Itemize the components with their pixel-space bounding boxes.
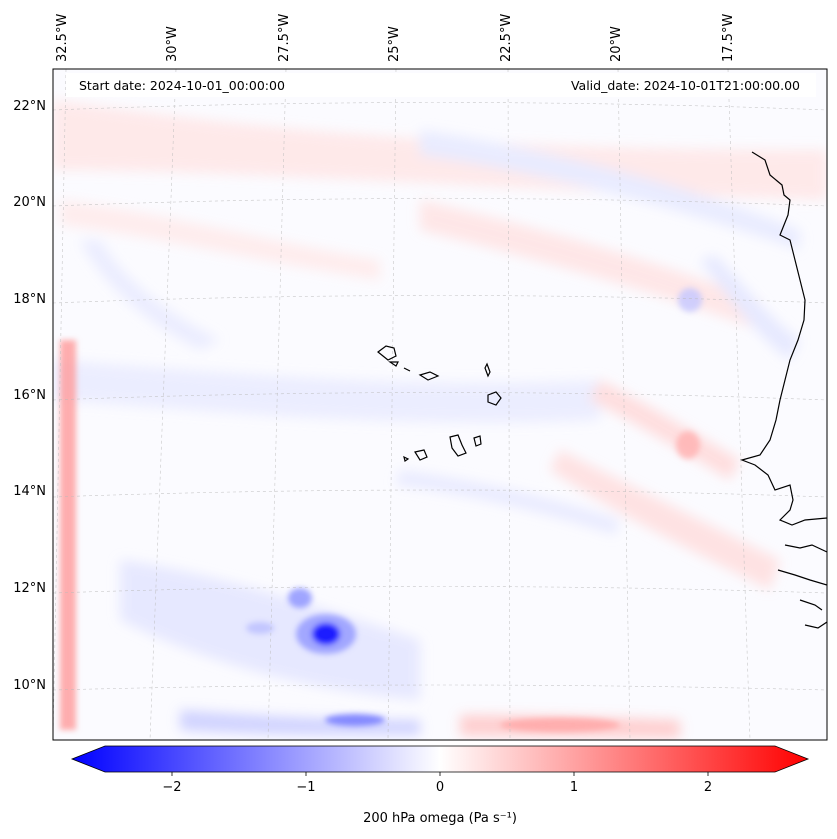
- latitude-labels: 10°N 12°N 14°N 16°N 18°N 20°N 22°N: [13, 99, 46, 693]
- header-box: [66, 73, 816, 97]
- lon-tick-label: 20°W: [609, 26, 624, 62]
- lon-tick-label: 30°W: [165, 26, 180, 62]
- colorbar-tick-label: 0: [436, 780, 444, 795]
- lat-tick-label: 22°N: [13, 99, 46, 114]
- island-santo-antao: [377, 345, 397, 361]
- valid-date-label: Valid_date: 2024-10-01T21:00:00.00: [571, 78, 800, 93]
- coastline: [377, 151, 827, 629]
- lat-tick-label: 12°N: [13, 581, 46, 596]
- lon-tick-label: 22.5°W: [499, 14, 514, 62]
- lat-tick-label: 20°N: [13, 195, 46, 210]
- longitude-labels: 32.5°W 30°W 27.5°W 25°W 22.5°W 20°W 17.5…: [55, 14, 736, 62]
- lat-tick-label: 10°N: [13, 678, 46, 693]
- lat-tick-label: 16°N: [13, 388, 46, 403]
- lat-tick-label: 14°N: [13, 484, 46, 499]
- colorbar-tick-label: −1: [296, 780, 315, 795]
- gridlines: [53, 69, 827, 740]
- colorbar-bar: [70, 745, 810, 773]
- colorbar: −2 −1 0 1 2 200 hPa omega (Pa s⁻¹): [70, 745, 810, 826]
- colorbar-tick-label: 1: [570, 780, 578, 795]
- lon-tick-label: 25°W: [387, 26, 402, 62]
- colorbar-tick-label: 2: [704, 780, 712, 795]
- map-frame: [52, 68, 828, 741]
- colorbar-tick-label: −2: [162, 780, 181, 795]
- lon-tick-label: 17.5°W: [721, 14, 736, 62]
- lon-tick-label: 27.5°W: [277, 14, 292, 62]
- omega-field: [53, 69, 827, 740]
- colorbar-label: 200 hPa omega (Pa s⁻¹): [363, 811, 517, 826]
- lat-tick-label: 18°N: [13, 292, 46, 307]
- start-date-label: Start date: 2024-10-01_00:00:00: [79, 78, 285, 93]
- lon-tick-label: 32.5°W: [55, 14, 70, 62]
